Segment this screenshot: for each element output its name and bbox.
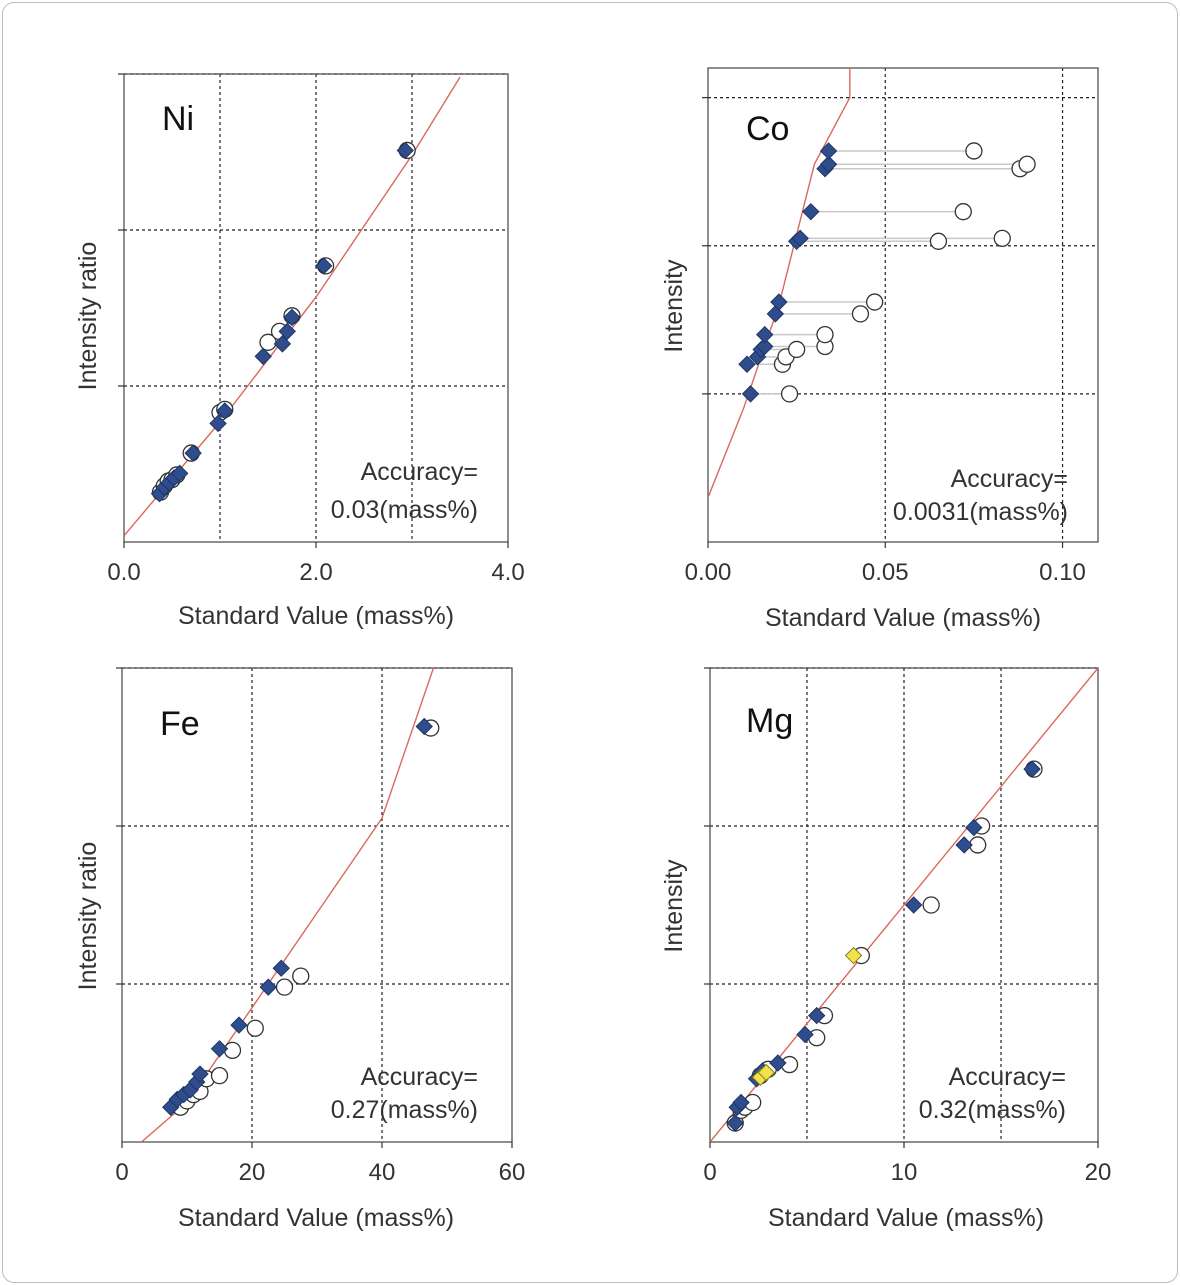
after-point <box>819 142 838 160</box>
element-label: Mg <box>746 702 793 740</box>
plot-layer <box>710 668 1098 1142</box>
after-point <box>170 464 189 483</box>
x-tick-label: 60 <box>499 1159 526 1186</box>
x-axis-label: Standard Value (mass%) <box>768 1204 1044 1232</box>
after-point <box>965 818 983 837</box>
x-axis-label: Standard Value (mass%) <box>765 604 1041 632</box>
x-tick-label: 0.00 <box>685 559 732 586</box>
after-point <box>283 308 301 327</box>
x-tick-label: 40 <box>369 1159 396 1186</box>
plot-area-border <box>707 67 1099 543</box>
before-point <box>1018 155 1036 173</box>
before-point <box>965 142 983 160</box>
accuracy-label: Accuracy= <box>361 458 478 486</box>
before-point <box>787 340 806 359</box>
after-point <box>732 1093 750 1112</box>
after-point <box>791 229 809 248</box>
accuracy-value: 0.0031(mass%) <box>893 498 1068 526</box>
after-point <box>756 325 774 344</box>
x-tick-label: 10 <box>891 1159 918 1186</box>
x-tick-label: 20 <box>1085 1159 1112 1186</box>
before-point <box>865 293 884 311</box>
after-point <box>1023 760 1041 778</box>
accuracy-value: 0.32(mass%) <box>919 1096 1066 1124</box>
after-point <box>210 1040 229 1058</box>
before-point <box>780 385 799 403</box>
x-tick-label: 0.05 <box>862 559 909 586</box>
after-point <box>230 1016 248 1034</box>
plot-layer <box>141 668 440 1142</box>
after-point <box>802 202 820 221</box>
x-tick-label: 0.0 <box>107 559 140 586</box>
after-point <box>415 717 433 736</box>
before-point <box>292 967 310 985</box>
after-point <box>273 335 292 353</box>
y-axis-label: Intensity ratio <box>74 242 102 391</box>
before-point <box>954 203 972 221</box>
chart-ni: 0.0 2.0 4.0 Ni Accuracy= 0.03(mass%) Stand… <box>74 73 525 630</box>
before-point <box>851 305 870 323</box>
after-point <box>904 896 923 914</box>
chart-co: 0.00 0.05 0.10 Co Accuracy= 0.0031(mass%) … <box>660 67 1099 632</box>
after-point <box>184 444 202 462</box>
after-point <box>209 414 227 433</box>
after-point <box>314 257 333 275</box>
after-point <box>259 978 277 996</box>
accuracy-value: 0.27(mass%) <box>331 1096 478 1124</box>
chart-fe: 0 20 40 60 Fe Accuracy= 0.27(mass%) Standar… <box>74 667 526 1232</box>
after-point <box>807 1006 826 1025</box>
x-tick-label: 2.0 <box>299 559 332 586</box>
accuracy-label: Accuracy= <box>951 465 1068 493</box>
x-tick-label: 0 <box>703 1159 716 1186</box>
before-point <box>929 232 948 250</box>
after-point <box>254 347 272 366</box>
after-point <box>769 1054 787 1072</box>
after-point <box>955 836 973 854</box>
element-label: Co <box>746 110 789 148</box>
x-axis-label: Standard Value (mass%) <box>178 602 454 630</box>
plot-layer <box>708 68 1036 498</box>
after-point <box>756 337 774 356</box>
y-axis-label: Intensity ratio <box>74 842 102 991</box>
after-point <box>191 1065 209 1083</box>
accuracy-label: Accuracy= <box>361 1063 478 1091</box>
plot-area-border <box>121 667 513 1143</box>
x-tick-label: 0.10 <box>1039 559 1086 586</box>
before-point <box>993 229 1011 247</box>
before-point <box>275 978 294 996</box>
after-point <box>844 946 863 965</box>
after-point <box>738 355 756 373</box>
accuracy-label: Accuracy= <box>949 1063 1066 1091</box>
x-axis-label: Standard Value (mass%) <box>178 1204 454 1232</box>
after-point <box>757 1063 775 1082</box>
after-point <box>819 155 838 173</box>
after-point <box>216 402 234 420</box>
before-point <box>922 896 940 914</box>
y-axis-label: Intensity <box>660 859 688 953</box>
x-tick-label: 20 <box>239 1159 266 1186</box>
before-point <box>210 1066 229 1085</box>
x-tick-label: 4.0 <box>491 559 524 586</box>
after-point <box>770 293 788 311</box>
before-point <box>246 1019 264 1037</box>
y-axis-label: Intensity <box>660 259 688 353</box>
accuracy-value: 0.03(mass%) <box>331 496 478 524</box>
after-point <box>396 141 414 160</box>
element-label: Ni <box>162 100 194 138</box>
after-point <box>741 385 760 403</box>
element-label: Fe <box>160 705 200 743</box>
chart-mg: 0 10 20 Mg Accuracy= 0.32(mass%) Standard … <box>660 667 1112 1232</box>
x-tick-label: 0 <box>115 1159 128 1186</box>
before-point <box>223 1041 242 1060</box>
after-point <box>278 322 296 341</box>
after-point <box>796 1025 814 1044</box>
plot-layer <box>124 76 461 537</box>
after-point <box>726 1114 744 1132</box>
before-point <box>816 325 834 344</box>
after-point <box>272 959 290 977</box>
